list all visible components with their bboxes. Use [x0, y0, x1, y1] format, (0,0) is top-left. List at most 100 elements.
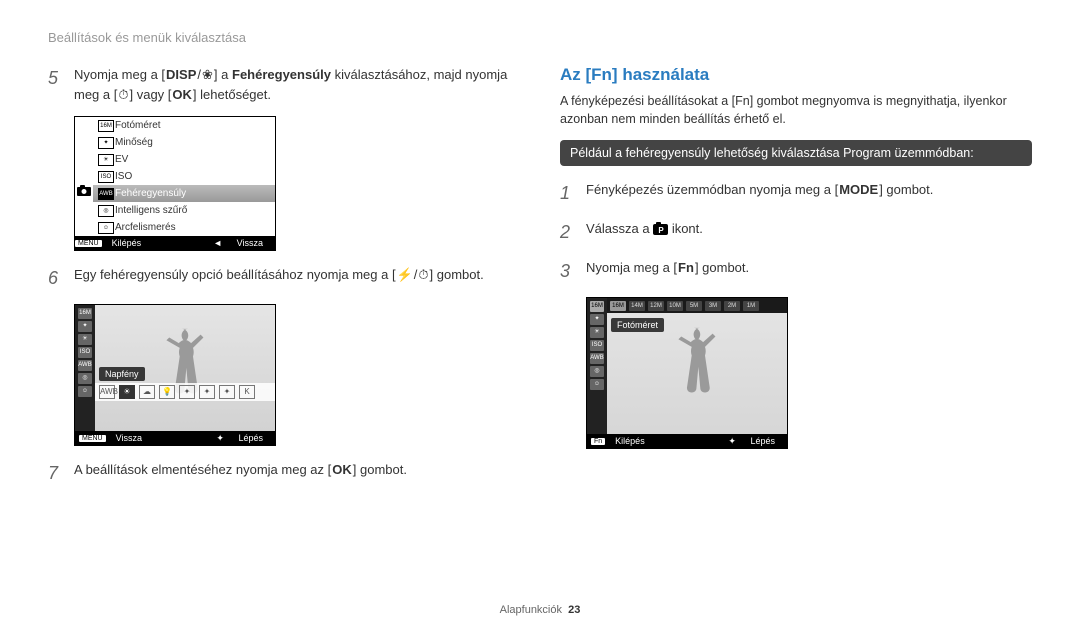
menu-item: ISOISO — [93, 168, 275, 185]
ok-button-label: OK — [331, 460, 353, 480]
footer-right-label: Lépés — [744, 436, 781, 446]
sidebar-icon: ☺ — [78, 386, 92, 397]
wb-option: AWB — [99, 385, 115, 399]
size-option: 16M — [610, 301, 626, 311]
example-banner: Például a fehéregyensúly lehetőség kivál… — [560, 140, 1032, 166]
page-number: 23 — [568, 604, 580, 616]
text: A beállítások elmentéséhez nyomja meg az… — [74, 462, 331, 477]
silhouette-icon — [155, 327, 215, 425]
footer-left-label: Vissza — [110, 433, 148, 443]
right-column: Az [Fn] használata A fényképezési beállí… — [560, 65, 1032, 499]
text: Fehéregyensúly — [232, 67, 331, 82]
menu-item: ☀EV — [93, 151, 275, 168]
footer-right-label: Vissza — [231, 238, 269, 248]
sidebar-icon: ☀ — [78, 334, 92, 345]
sidebar-icon: ☀ — [590, 327, 604, 338]
move-icon: ✦ — [210, 433, 230, 443]
p-mode-icon — [653, 222, 668, 235]
menu-item: ◎Intelligens szűrő — [93, 202, 275, 219]
wb-option: ✦ — [199, 385, 215, 399]
step-number: 5 — [48, 65, 68, 104]
flash-icon: ⚡ — [396, 265, 414, 285]
lcd-fn-screenshot: 16M✦☀ISOAWB◎☺ 16M14M12M10M5M3M2M1M Fotóm… — [586, 297, 788, 449]
lcd-wb-screenshot: 16M✦☀ISOAWB◎☺ Napfény AWB☀☁💡✦✦✦K MENU Vi… — [74, 304, 276, 446]
step-1: 1 Fényképezés üzemmódban nyomja meg a [M… — [560, 180, 1032, 207]
step-number: 2 — [560, 219, 580, 246]
step-2: 2 Válassza a ikont. — [560, 219, 1032, 246]
text: ] gombot. — [353, 462, 407, 477]
sidebar-icon: AWB — [78, 360, 92, 371]
wb-option: 💡 — [159, 385, 175, 399]
section-description: A fényképezési beállításokat a [Fn] gomb… — [560, 93, 1032, 128]
text: ] gombot. — [695, 260, 749, 275]
menu-item: ☺Arcfelismerés — [93, 219, 275, 236]
menu-item: AWBFehéregyensúly — [93, 185, 275, 202]
mode-button-label: MODE — [838, 180, 879, 200]
size-option: 12M — [648, 301, 664, 311]
sidebar-icon: 16M — [590, 301, 604, 312]
fn-button-label: Fn — [677, 258, 695, 278]
wb-option: ☀ — [119, 385, 135, 399]
page-footer: Alapfunkciók 23 — [0, 604, 1080, 616]
silhouette-icon — [667, 326, 727, 424]
footer-left-label: Kilépés — [609, 436, 651, 446]
text: ikont. — [668, 221, 703, 236]
step-number: 3 — [560, 258, 580, 285]
size-option: 3M — [705, 301, 721, 311]
step-5: 5 Nyomja meg a [DISP/❀] a Fehéregyensúly… — [48, 65, 520, 104]
wb-option: ✦ — [219, 385, 235, 399]
step-7: 7 A beállítások elmentéséhez nyomja meg … — [48, 460, 520, 487]
text: Fényképezés üzemmódban nyomja meg a [ — [586, 182, 838, 197]
section-heading: Az [Fn] használata — [560, 65, 1032, 85]
sidebar-icon: 16M — [78, 308, 92, 319]
fn-label: Fotóméret — [611, 318, 664, 332]
menu-item: 16MFotóméret — [93, 117, 275, 134]
text: Nyomja meg a [ — [586, 260, 677, 275]
text: ] vagy [ — [130, 87, 172, 102]
footer-right-label: Lépés — [232, 433, 269, 443]
text: ] a — [214, 67, 232, 82]
camera-icon — [77, 185, 91, 196]
footer-left-label: Kilépés — [106, 238, 148, 248]
sidebar-icon: AWB — [590, 353, 604, 364]
timer-icon: ⏱ — [417, 265, 429, 285]
text: Nyomja meg a [ — [74, 67, 165, 82]
wb-option: K — [239, 385, 255, 399]
lcd-footer: MENU Kilépés ◄ Vissza — [75, 236, 275, 250]
fn-button-label: Fn — [591, 438, 605, 445]
wb-option: ☁ — [139, 385, 155, 399]
menu-button-label: MENU — [75, 240, 102, 247]
step-6: 6 Egy fehéregyensúly opció beállításához… — [48, 265, 520, 292]
text: ] gombot. — [879, 182, 933, 197]
back-icon: ◄ — [207, 238, 228, 248]
flower-icon: ❀ — [201, 65, 214, 85]
sidebar-icon: ISO — [590, 340, 604, 351]
wb-label: Napfény — [99, 367, 145, 381]
step-number: 1 — [560, 180, 580, 207]
sidebar-icon: ✦ — [78, 321, 92, 332]
wb-option: ✦ — [179, 385, 195, 399]
left-column: 5 Nyomja meg a [DISP/❀] a Fehéregyensúly… — [48, 65, 520, 499]
step-number: 7 — [48, 460, 68, 487]
lcd-menu-screenshot: 16MFotóméret✦Minőség☀EVISOISOAWBFehéregy… — [74, 116, 276, 251]
size-option: 10M — [667, 301, 683, 311]
step-3: 3 Nyomja meg a [Fn] gombot. — [560, 258, 1032, 285]
move-icon: ✦ — [722, 436, 742, 446]
footer-label: Alapfunkciók — [500, 604, 562, 616]
menu-item: ✦Minőség — [93, 134, 275, 151]
menu-button-label: MENU — [79, 435, 106, 442]
text: ] lehetőséget. — [193, 87, 271, 102]
text: Válassza a — [586, 221, 653, 236]
sidebar-icon: ◎ — [78, 373, 92, 384]
timer-icon: ⏱ — [117, 85, 129, 105]
sidebar-icon: ✦ — [590, 314, 604, 325]
size-option: 5M — [686, 301, 702, 311]
sidebar-icon: ☺ — [590, 379, 604, 390]
text: ] gombot. — [430, 267, 484, 282]
size-option: 2M — [724, 301, 740, 311]
size-option: 1M — [743, 301, 759, 311]
size-option: 14M — [629, 301, 645, 311]
text: Egy fehéregyensúly opció beállításához n… — [74, 267, 396, 282]
breadcrumb: Beállítások és menük kiválasztása — [48, 30, 1032, 45]
disp-button-label: DISP — [165, 65, 197, 85]
